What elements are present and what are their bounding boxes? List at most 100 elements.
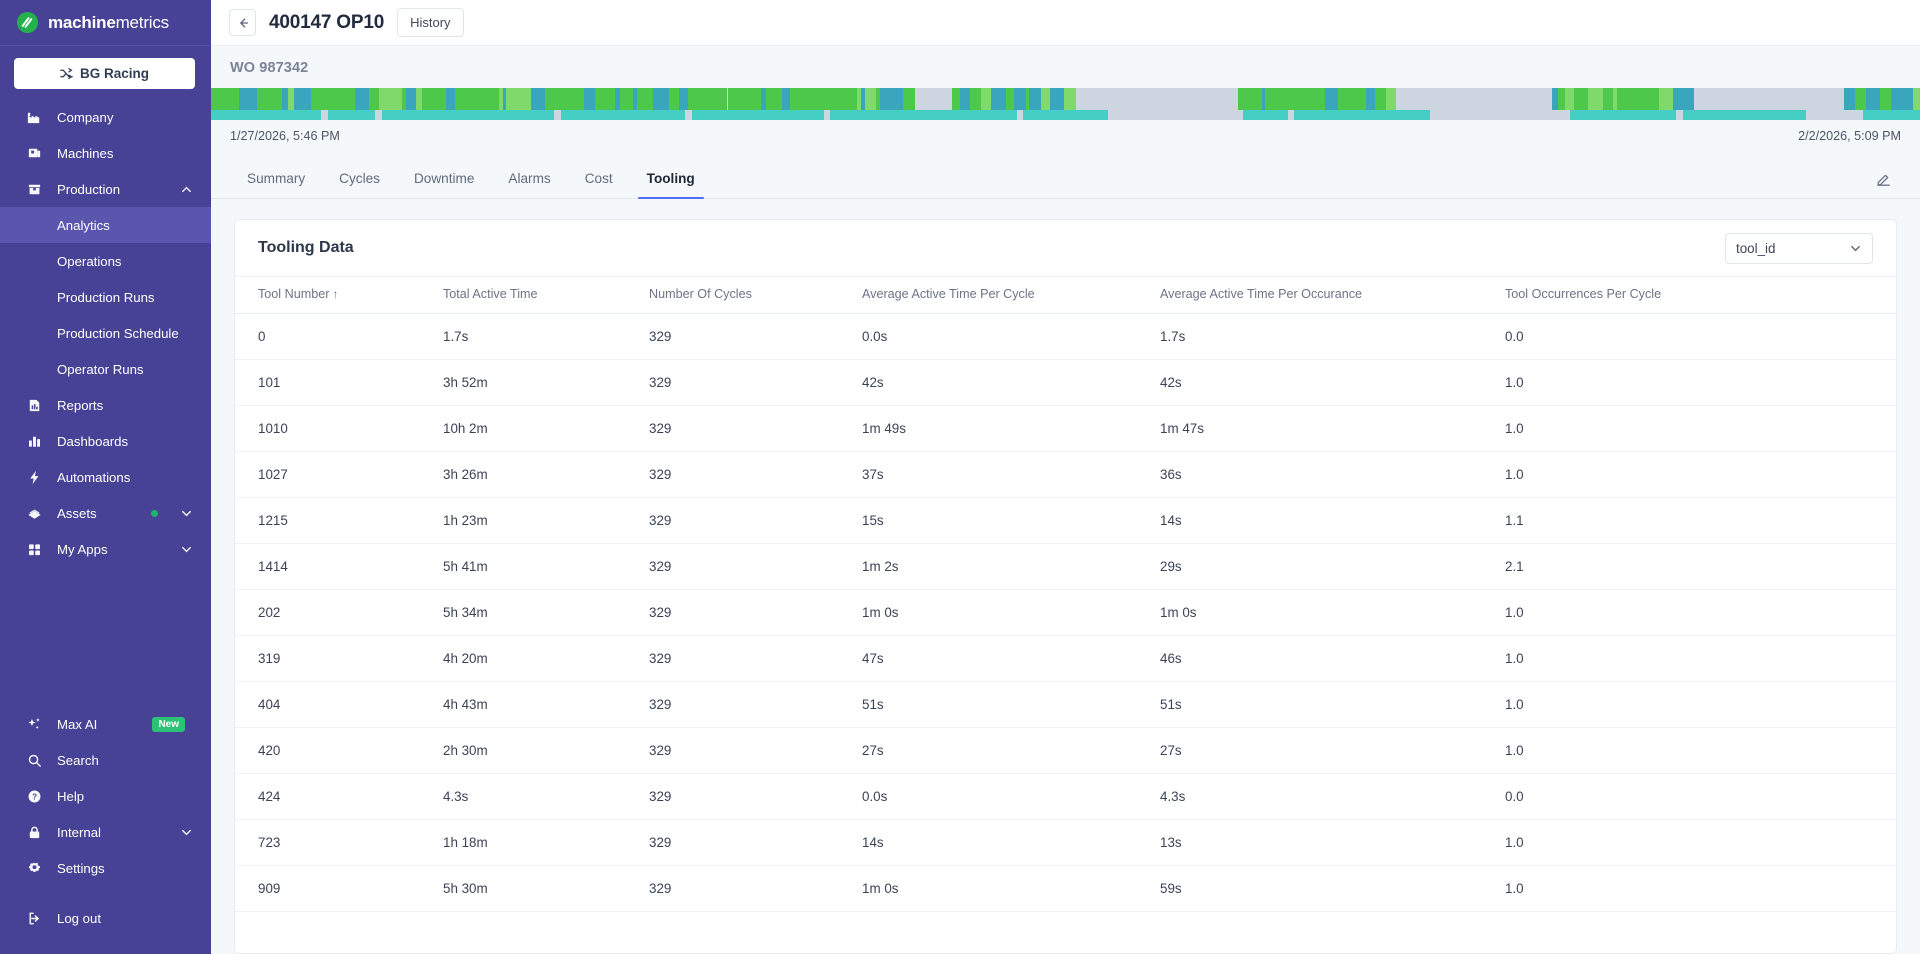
sidebar-item-automations[interactable]: Automations [0,459,211,495]
sidebar-item-production-schedule[interactable]: Production Schedule [0,315,211,351]
tab-tooling[interactable]: Tooling [630,172,712,199]
org-switcher-button[interactable]: BG Racing [14,58,195,89]
table-row[interactable]: 909 5h 30m 329 1m 0s 59s 1.0 [235,865,1896,912]
timeline-segment [551,88,558,110]
timeline-segment [498,88,504,110]
table-head: Tool Number ↑ Total Active Time Number Of C… [235,276,1896,314]
sidebar-item-internal[interactable]: Internal [0,814,211,850]
back-button[interactable] [229,9,256,36]
sidebar-item-label: Automations [57,469,131,485]
sidebar-bottom-pad [0,936,211,954]
table-cell: 329 [649,635,862,682]
timeline-segment [849,88,857,110]
sidebar-item-label: Max AI [57,716,98,732]
bar-chart-icon [26,433,43,450]
table-row[interactable]: 1215 1h 23m 329 15s 14s 1.1 [235,497,1896,544]
timeline-segment [307,88,311,110]
arrow-left-icon [239,17,248,28]
timeline-segment [813,88,828,110]
table-row[interactable]: 319 4h 20m 329 47s 46s 1.0 [235,635,1896,682]
brand[interactable]: machinemetrics [0,0,211,46]
sidebar-item-my-apps[interactable]: My Apps [0,531,211,567]
table-cell: 424 [235,773,443,820]
production-timeline[interactable] [211,88,1920,120]
table-row[interactable]: 101 3h 52m 329 42s 42s 1.0 [235,359,1896,406]
column-header[interactable]: Total Active Time [443,276,649,314]
column-header[interactable]: Average Active Time Per Cycle [862,276,1160,314]
sidebar-item-machines[interactable]: Machines [0,135,211,171]
table-row[interactable]: 0 1.7s 329 0.0s 1.7s 0.0 [235,313,1896,360]
column-header[interactable]: Tool Number ↑ [235,276,443,314]
timeline-segment [1312,88,1318,110]
sidebar-item-production-runs[interactable]: Production Runs [0,279,211,315]
tab-cost[interactable]: Cost [584,171,613,187]
table-row[interactable]: 1414 5h 41m 329 1m 2s 29s 2.1 [235,543,1896,590]
timeline-segment [584,88,595,110]
timeline-segment [354,88,369,110]
timeline-segment [1658,88,1674,110]
timeline-segment [211,88,222,110]
sidebar-item-search[interactable]: Search [0,742,211,778]
tab-alarms[interactable]: Alarms [508,171,551,187]
column-header[interactable]: Tool Occurrences Per Cycle [1505,276,1896,314]
table-cell: 42s [1160,359,1505,406]
sidebar-item-reports[interactable]: Reports [0,387,211,423]
sidebar-item-company[interactable]: Company [0,99,211,135]
tab-cycles[interactable]: Cycles [339,171,380,187]
sidebar-item-settings[interactable]: Settings [0,850,211,886]
timeline-segment [743,88,749,110]
sidebar-item-operations[interactable]: Operations [0,243,211,279]
timeline-wrap [211,88,1920,120]
column-header[interactable]: Number Of Cycles [649,276,862,314]
assets-icon [26,505,43,522]
edit-pencil-icon[interactable] [1875,171,1892,188]
status-dot [151,509,158,517]
table-row[interactable]: 1010 10h 2m 329 1m 49s 1m 47s 1.0 [235,405,1896,452]
table-cell: 319 [235,635,443,682]
timeline-segment [879,88,889,110]
table-cell: 47s [862,635,1160,682]
column-header[interactable]: Average Active Time Per Occurance [1160,276,1505,314]
timeline-segment [1013,88,1019,110]
sidebar-item-help[interactable]: ? Help [0,778,211,814]
tab-summary[interactable]: Summary [247,171,306,187]
table-cell: 1.7s [1160,313,1505,360]
brand-text: machinemetrics [48,13,169,33]
history-button[interactable]: History [397,8,464,37]
sidebar-item-production[interactable]: Production [0,171,211,207]
table-row[interactable]: 723 1h 18m 329 14s 13s 1.0 [235,819,1896,866]
sidebar-item-label: Internal [57,824,101,840]
sidebar-item-assets[interactable]: Assets [0,495,211,531]
table-cell: 329 [649,497,862,544]
timeline-segment [1018,88,1024,110]
timeline-segment [710,88,719,110]
grouping-select[interactable]: tool_id [1725,232,1873,264]
sidebar-item-dashboards[interactable]: Dashboards [0,423,211,459]
tab-downtime[interactable]: Downtime [413,171,475,187]
table-cell: 1.0 [1505,635,1896,682]
timeline-state-segment [561,110,685,120]
table-row[interactable]: 420 2h 30m 329 27s 27s 1.0 [235,727,1896,774]
timeline-segment [1237,88,1253,110]
timeline-segment [1265,88,1281,110]
sidebar-item-operator-runs[interactable]: Operator Runs [0,351,211,387]
table-row[interactable]: 1027 3h 26m 329 37s 36s 1.0 [235,451,1896,498]
timeline-segment [1603,88,1606,110]
table-cell: 1.0 [1505,819,1896,866]
timeline-segment [469,88,483,110]
timeline-segment [1262,88,1266,110]
table-cell: 51s [862,681,1160,728]
timeline-segment [1386,88,1396,110]
sidebar-item-analytics[interactable]: Analytics [0,207,211,243]
timeline-segment [557,88,573,110]
timeline-segment [379,88,390,110]
table-row[interactable]: 404 4h 43m 329 51s 51s 1.0 [235,681,1896,728]
timeline-segment [766,88,774,110]
sidebar-item-logout[interactable]: Log out [0,900,211,936]
table-row[interactable]: 202 5h 34m 329 1m 0s 1m 0s 1.0 [235,589,1896,636]
table-cell: 329 [649,589,862,636]
timeline-segment [224,88,240,110]
timeline-segment [1557,88,1565,110]
table-row[interactable]: 424 4.3s 329 0.0s 4.3s 0.0 [235,773,1896,820]
sidebar-item-max-ai[interactable]: Max AI New [0,706,211,742]
